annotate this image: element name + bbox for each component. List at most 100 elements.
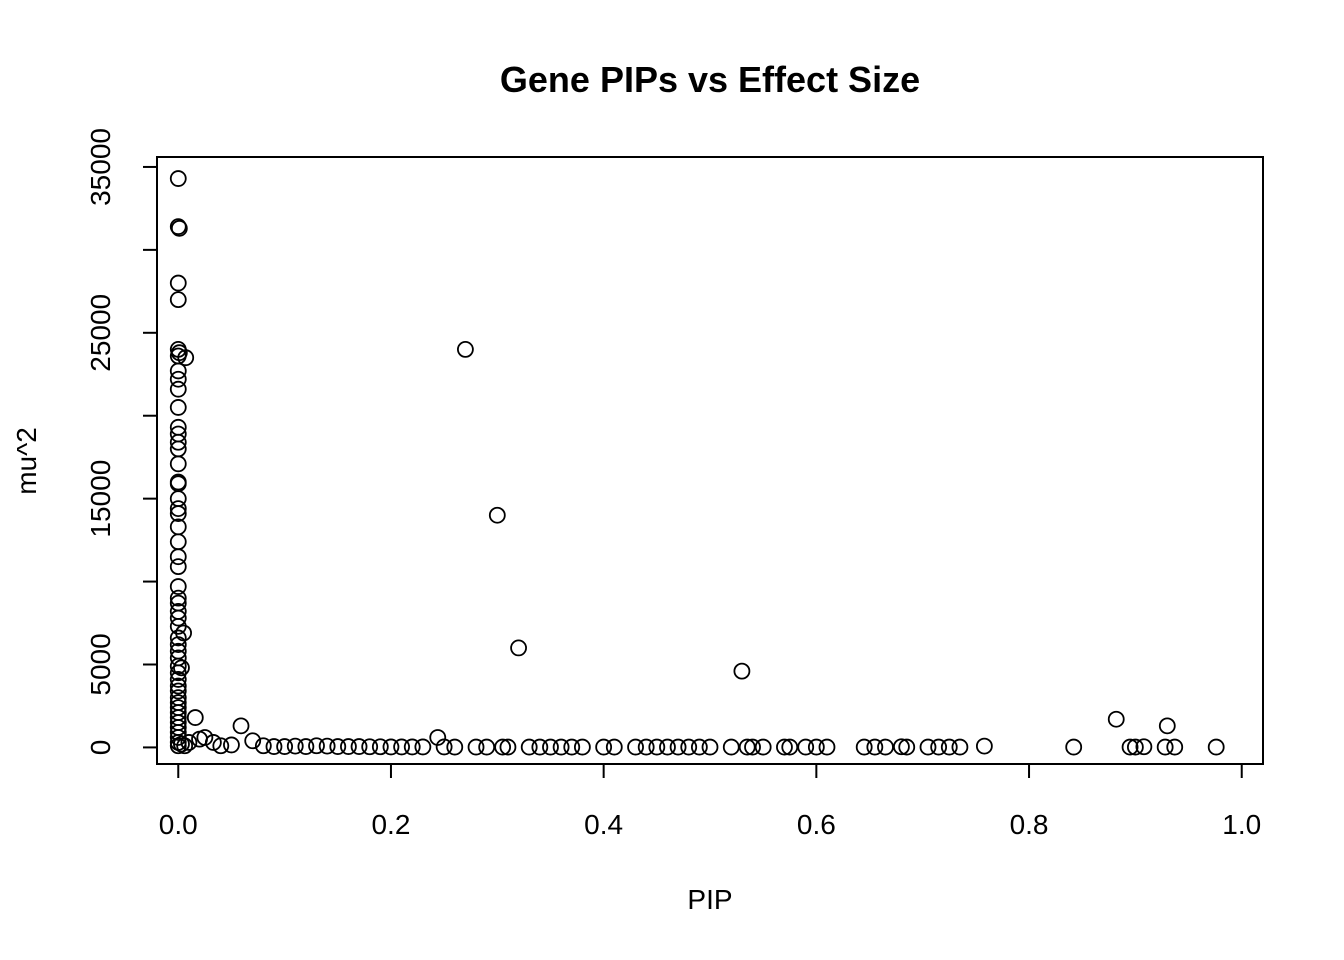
data-point [807, 738, 825, 756]
data-point [510, 639, 527, 657]
data-point [169, 558, 187, 576]
y-axis: 0 5000 15000 25000 35000 [85, 128, 158, 755]
data-point [265, 738, 283, 755]
data-point [177, 349, 195, 367]
data-point [531, 738, 549, 756]
data-point [659, 738, 676, 756]
data-point [169, 505, 187, 522]
data-point [169, 500, 187, 517]
data-point [818, 738, 836, 756]
data-point [318, 737, 336, 755]
data-point [382, 738, 400, 756]
data-point [186, 709, 204, 726]
data-point [170, 219, 188, 237]
data-point [169, 589, 187, 607]
y-tick-label: 15000 [85, 460, 116, 538]
data-point [169, 291, 187, 309]
data-point [595, 738, 613, 756]
data-point [680, 738, 698, 756]
y-tick-label: 35000 [85, 128, 116, 206]
data-point [478, 738, 496, 756]
data-point [605, 738, 623, 756]
y-tick-label: 25000 [85, 294, 116, 372]
data-points [169, 170, 1225, 756]
chart-title: Gene PIPs vs Effect Size [500, 59, 920, 100]
data-point [371, 738, 389, 756]
data-point [797, 738, 815, 756]
data-point [286, 737, 304, 755]
data-point [446, 738, 464, 756]
data-point [1107, 710, 1125, 728]
x-tick-label: 1.0 [1222, 809, 1261, 840]
data-point [975, 737, 993, 755]
data-point [169, 433, 187, 451]
data-point [169, 636, 187, 653]
x-tick-label: 0.0 [159, 809, 198, 840]
data-point [169, 682, 187, 700]
data-point [169, 629, 187, 647]
data-point [1135, 738, 1153, 756]
data-point [169, 274, 187, 292]
x-tick-label: 0.6 [797, 809, 836, 840]
y-tick-label: 5000 [85, 633, 116, 695]
data-point [1158, 717, 1176, 735]
data-point [340, 738, 357, 755]
data-point [690, 738, 708, 756]
data-point [169, 664, 187, 682]
data-point [637, 738, 655, 756]
data-point [893, 738, 910, 756]
data-point [169, 170, 187, 187]
data-point [254, 737, 272, 755]
data-point [1126, 738, 1144, 756]
data-point [232, 717, 250, 735]
data-point [701, 738, 719, 756]
data-point [169, 578, 187, 595]
data-point [414, 738, 432, 756]
data-point [781, 738, 799, 756]
data-point [169, 370, 187, 388]
data-point [297, 738, 315, 755]
data-point [169, 455, 187, 473]
data-point [951, 738, 969, 756]
data-point [393, 738, 410, 756]
data-point [866, 738, 884, 756]
data-point [180, 734, 198, 751]
data-point [552, 738, 570, 756]
x-tick-label: 0.2 [371, 809, 410, 840]
data-point [855, 738, 873, 756]
data-point [1065, 738, 1083, 756]
data-point [276, 738, 294, 755]
data-point [196, 729, 214, 746]
data-point [573, 738, 591, 756]
data-point [563, 738, 581, 756]
data-point [648, 738, 666, 756]
data-point [898, 738, 916, 756]
data-point [669, 738, 687, 756]
data-point [435, 738, 453, 756]
data-point [1207, 738, 1225, 756]
data-point [244, 732, 262, 750]
data-point [1121, 738, 1139, 756]
data-point [212, 737, 230, 755]
data-point [361, 738, 379, 756]
data-point [1156, 738, 1174, 756]
data-point [754, 738, 772, 756]
data-point [738, 738, 756, 756]
data-point [204, 734, 222, 751]
data-point [940, 738, 958, 756]
data-point [169, 380, 187, 398]
data-point [467, 738, 485, 756]
data-point [169, 724, 187, 741]
data-point [930, 738, 948, 756]
data-point [520, 738, 538, 756]
data-point [722, 738, 740, 756]
data-point [169, 677, 187, 695]
data-point [308, 737, 325, 755]
data-point [733, 662, 751, 680]
data-point [173, 659, 190, 677]
data-point [169, 548, 187, 566]
data-point [457, 340, 474, 358]
x-tick-label: 0.4 [584, 809, 623, 840]
